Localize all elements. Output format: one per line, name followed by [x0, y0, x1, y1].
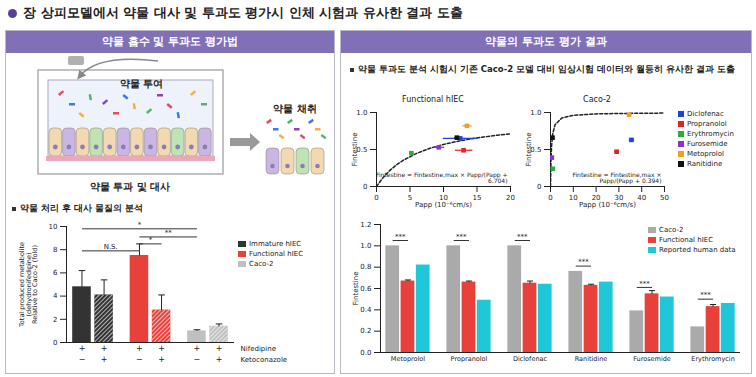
html-text:약물 흡수 및 투과도 평가법: 약물 흡수 및 투과도 평가법 — [101, 35, 239, 48]
svg-text:+: + — [194, 344, 201, 353]
svg-text:10: 10 — [569, 194, 578, 202]
html-text:Diclofenac: Diclofenac — [687, 110, 724, 118]
svg-text:약물 투과 및 대사: 약물 투과 및 대사 — [90, 181, 170, 192]
html-text:Erythromycin: Erythromycin — [687, 130, 734, 138]
html-text:약물의 투과도 평가 결과: 약물의 투과도 평가 결과 — [485, 35, 607, 48]
html-text:Ranitidine: Ranitidine — [687, 160, 723, 168]
html-text:Metoprolol: Metoprolol — [687, 150, 724, 158]
svg-text:*: * — [138, 221, 142, 229]
svg-text:0.0: 0.0 — [360, 349, 371, 357]
html-text:약물 투과도 분석 시험시 기존 Caco-2 모델 대비: 약물 투과도 분석 시험시 기존 Caco-2 모델 대비 임상시험 데이터와 … — [358, 64, 735, 74]
svg-text:***: *** — [395, 233, 406, 241]
svg-text:+: + — [136, 344, 143, 353]
svg-text:0: 0 — [548, 194, 552, 202]
svg-text:0: 0 — [537, 183, 541, 191]
svg-text:Fintestine: Fintestine — [351, 132, 359, 166]
svg-text:40: 40 — [637, 194, 646, 202]
svg-text:Fintestine: Fintestine — [525, 132, 533, 166]
svg-text:Papp (10⁻⁶cm/s): Papp (10⁻⁶cm/s) — [415, 201, 472, 209]
html-text:Caco-2: Caco-2 — [659, 226, 684, 234]
svg-text:0: 0 — [374, 194, 378, 202]
svg-text:Ketoconazole: Ketoconazole — [241, 356, 288, 364]
html-text:장 상피모델에서 약물 대사 및 투과도 평가시 인체 시험: 장 상피모델에서 약물 대사 및 투과도 평가시 인체 시험과 유사한 결과 도… — [23, 5, 463, 20]
svg-text:약물 채취: 약물 채취 — [273, 103, 316, 114]
svg-text:+: + — [158, 355, 165, 364]
svg-text:***: *** — [456, 233, 467, 241]
svg-text:0.5: 0.5 — [530, 145, 542, 154]
svg-text:+: + — [158, 344, 165, 353]
svg-text:10: 10 — [439, 194, 448, 203]
html-text:Functional hIEC: Functional hIEC — [659, 236, 713, 244]
html-text:Caco-2: Caco-2 — [583, 95, 611, 104]
html-text:Reported human data: Reported human data — [659, 246, 736, 254]
svg-text:+: + — [216, 355, 223, 364]
svg-text:***: *** — [517, 233, 528, 241]
svg-text:Nifedipine: Nifedipine — [241, 345, 276, 353]
svg-text:50: 50 — [660, 194, 669, 202]
svg-text:−: − — [194, 355, 201, 364]
html-text:Functional hIEC: Functional hIEC — [402, 95, 464, 104]
svg-text:Total produced metabolite(dehy: Total produced metabolite(dehydronifedip… — [18, 242, 39, 328]
svg-text:0.5: 0.5 — [356, 145, 368, 154]
svg-text:Ranitidine: Ranitidine — [575, 355, 608, 363]
svg-text:+: + — [216, 344, 223, 353]
svg-text:***: *** — [578, 258, 589, 266]
svg-text:Fintestine: Fintestine — [352, 271, 360, 305]
svg-text:0.8: 0.8 — [360, 263, 371, 271]
svg-text:0.6: 0.6 — [360, 285, 372, 293]
svg-text:10: 10 — [49, 223, 58, 231]
svg-text:−: − — [79, 355, 86, 364]
svg-text:+: + — [101, 344, 108, 353]
svg-text:Propranolol: Propranolol — [451, 355, 488, 363]
svg-text:Papp (10⁻⁶cm/s): Papp (10⁻⁶cm/s) — [579, 201, 636, 209]
svg-text:2: 2 — [53, 316, 57, 324]
svg-text:Fintestine = Fintestine,max ×P: Fintestine = Fintestine,max ×Papp/(Papp … — [572, 171, 661, 185]
svg-text:8: 8 — [53, 246, 57, 254]
svg-text:4: 4 — [53, 292, 58, 300]
svg-text:Fintestine = Fintestine,max ×: Fintestine = Fintestine,max × Papp/(Papp… — [376, 171, 508, 184]
svg-text:**: ** — [165, 229, 173, 237]
svg-text:N.S.: N.S. — [104, 243, 118, 251]
html-text:Immature hIEC: Immature hIEC — [249, 240, 302, 248]
svg-text:0.4: 0.4 — [360, 306, 372, 314]
svg-text:*: * — [149, 236, 153, 244]
html-text:약물 처리 후 대사 물질의 분석: 약물 처리 후 대사 물질의 분석 — [20, 203, 143, 213]
html-text:Functional hIEC: Functional hIEC — [249, 250, 303, 258]
svg-text:6: 6 — [53, 269, 58, 277]
html-text:Propranolol: Propranolol — [687, 120, 727, 128]
svg-text:Metoprolol: Metoprolol — [391, 355, 426, 363]
svg-text:+: + — [101, 355, 108, 364]
svg-text:1.0: 1.0 — [356, 109, 367, 117]
svg-text:30: 30 — [614, 194, 624, 203]
svg-text:Diclofenac: Diclofenac — [513, 355, 548, 363]
svg-text:1.0: 1.0 — [360, 242, 371, 250]
svg-text:15: 15 — [473, 194, 482, 202]
svg-text:20: 20 — [591, 194, 601, 203]
svg-text:Furosemide: Furosemide — [633, 355, 671, 363]
svg-text:약물 투여: 약물 투여 — [120, 78, 163, 89]
svg-text:1.2: 1.2 — [360, 221, 371, 229]
svg-text:***: *** — [700, 291, 711, 299]
svg-text:Erythromycin: Erythromycin — [691, 355, 734, 363]
svg-text:−: − — [136, 355, 143, 364]
svg-text:0: 0 — [363, 183, 367, 191]
html-text:Furosemide: Furosemide — [687, 140, 728, 148]
svg-text:20: 20 — [506, 194, 515, 202]
svg-text:***: *** — [639, 280, 650, 288]
svg-text:0.2: 0.2 — [360, 327, 371, 335]
svg-text:1.0: 1.0 — [530, 109, 541, 117]
svg-text:0: 0 — [53, 339, 57, 347]
html-text:Caco-2: Caco-2 — [249, 260, 274, 268]
svg-text:+: + — [79, 344, 86, 353]
svg-text:5: 5 — [408, 194, 412, 202]
